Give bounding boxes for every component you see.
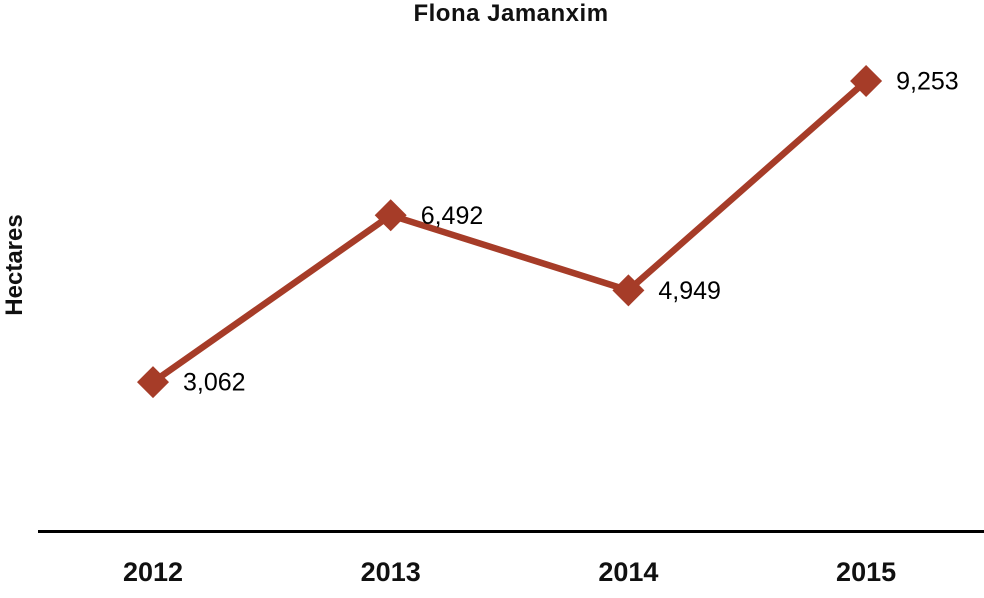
data-point-label: 4,949 xyxy=(658,277,721,305)
data-point-label: 6,492 xyxy=(421,202,484,230)
data-point-marker xyxy=(137,366,169,399)
chart-title: Flona Jamanxim xyxy=(413,0,609,27)
data-point-label: 9,253 xyxy=(896,68,959,96)
x-tick-label: 2014 xyxy=(598,557,658,587)
x-tick-label: 2015 xyxy=(836,557,896,587)
data-point-label: 3,062 xyxy=(183,369,246,397)
data-point-marker xyxy=(612,274,645,307)
series-line xyxy=(151,78,869,385)
data-point-marker xyxy=(374,199,407,232)
x-tick-label: 2013 xyxy=(361,557,421,587)
x-tick-label: 2012 xyxy=(123,557,183,587)
data-point-marker xyxy=(850,65,883,97)
